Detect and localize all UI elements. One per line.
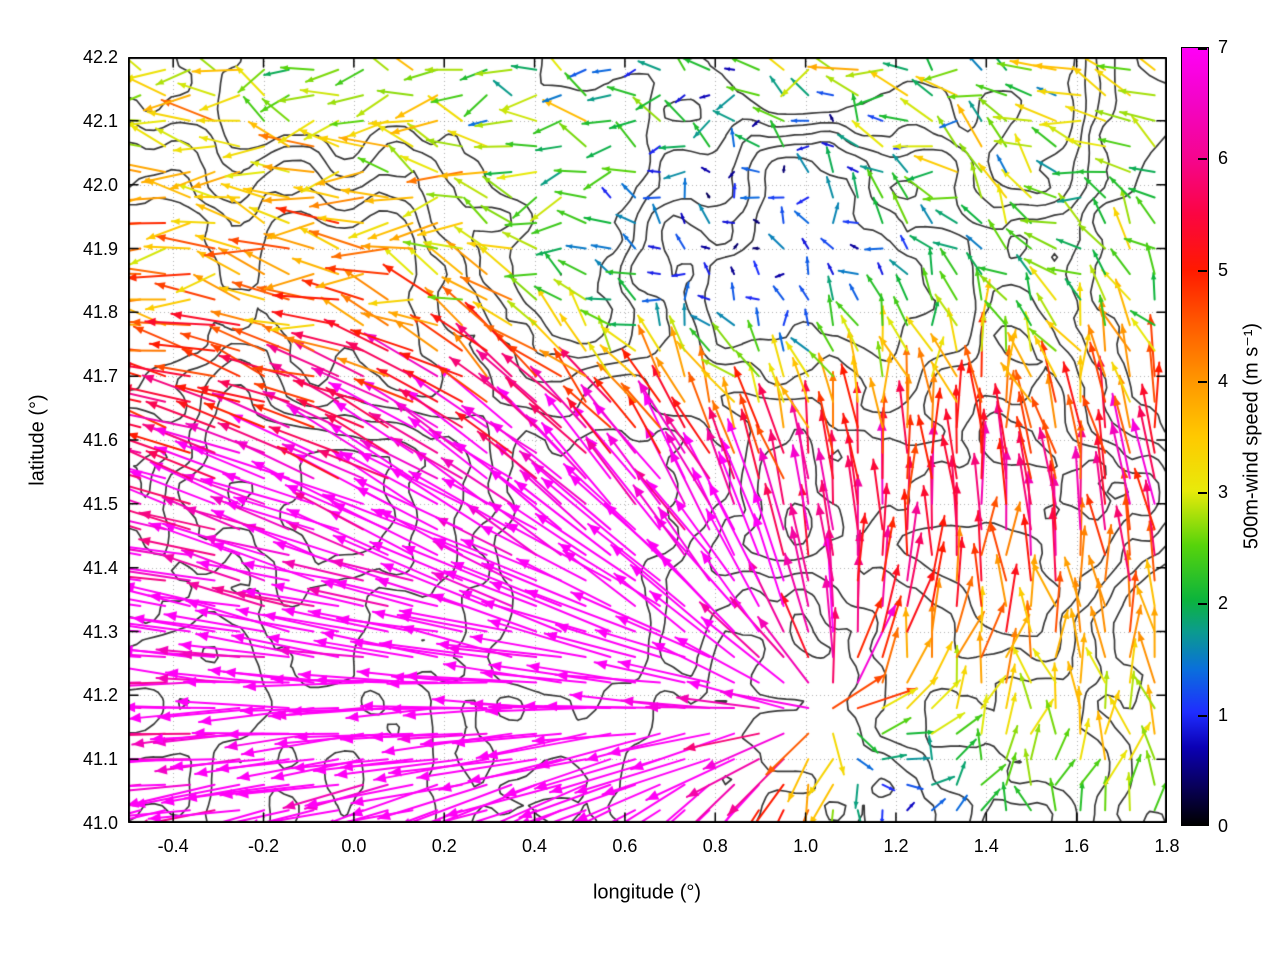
colorbar-tick-label: 3 — [1218, 482, 1229, 503]
x-tick-label: 1.8 — [1154, 836, 1180, 856]
colorbar-gradient — [1181, 47, 1209, 826]
wind-vector-canvas — [128, 57, 1167, 823]
x-tick-label: 1.6 — [1064, 836, 1090, 856]
colorbar-tick-mark — [1198, 492, 1207, 495]
y-tick-label: 41.0 — [82, 813, 118, 833]
y-tick-label: 42.2 — [82, 47, 118, 67]
colorbar-tick-mark — [1198, 269, 1207, 272]
y-tick-label: 42.0 — [82, 174, 118, 195]
colorbar-tick-label: 5 — [1218, 259, 1229, 280]
y-tick-label: 42.1 — [82, 110, 118, 131]
y-tick-label: 41.7 — [82, 366, 118, 387]
x-tick-label: 0.8 — [702, 836, 728, 856]
y-tick-label: 41.2 — [82, 685, 118, 706]
colorbar-tick-mark — [1198, 380, 1207, 383]
y-tick-label: 41.6 — [82, 430, 118, 450]
colorbar-label: 500m-wind speed (m s⁻¹) — [1240, 322, 1263, 550]
y-tick-label: 41.1 — [82, 749, 118, 770]
y-tick-label: 41.9 — [82, 238, 118, 259]
colorbar-tick-mark — [1198, 48, 1207, 50]
colorbar-tick-mark — [1198, 158, 1207, 161]
x-tick-label: 1.0 — [793, 836, 819, 856]
colorbar-tick-label: 0 — [1218, 816, 1229, 836]
colorbar-tick-label: 7 — [1218, 37, 1229, 57]
plot-area — [128, 57, 1167, 823]
y-tick-label: 41.5 — [82, 493, 118, 514]
x-tick-label: -0.2 — [248, 836, 280, 856]
y-tick-label: 41.4 — [82, 557, 118, 578]
y-axis-label: latitude (°) — [26, 394, 49, 486]
x-tick-label: 1.2 — [883, 836, 909, 856]
x-tick-label: 1.4 — [973, 836, 999, 856]
colorbar-tick-mark — [1198, 603, 1207, 606]
x-tick-label: -0.4 — [157, 836, 189, 856]
colorbar-tick-label: 6 — [1218, 148, 1229, 169]
colorbar-tick-mark — [1198, 823, 1207, 825]
colorbar-tick-label: 1 — [1218, 704, 1229, 725]
x-tick-label: 0.2 — [431, 836, 457, 856]
x-tick-label: 0.6 — [612, 836, 638, 856]
y-tick-label: 41.3 — [82, 621, 118, 642]
colorbar-tick-mark — [1198, 714, 1207, 717]
y-tick-label: 41.8 — [82, 302, 118, 323]
colorbar-tick-label: 2 — [1218, 593, 1229, 614]
colorbar-tick-label: 4 — [1218, 370, 1229, 391]
x-tick-label: 0.4 — [522, 836, 548, 856]
x-axis-label: longitude (°) — [592, 881, 702, 904]
x-tick-label: 0.0 — [341, 836, 367, 856]
